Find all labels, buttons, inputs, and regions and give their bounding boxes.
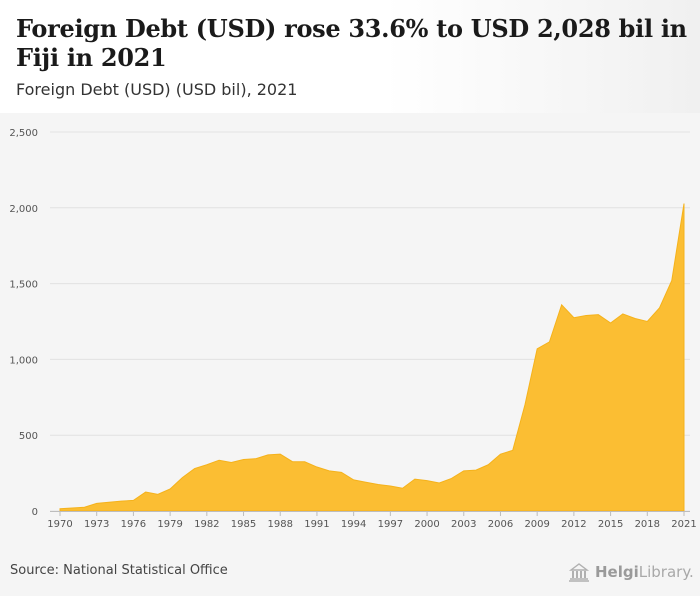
y-tick-label: 1,500 [9,280,38,291]
x-tick-label: 2012 [561,519,586,530]
brand-name: HelgiLibrary. [595,563,694,581]
x-tick-label: 1994 [341,519,366,530]
source-note: Source: National Statistical Office [10,563,228,578]
chart-header: Foreign Debt (USD) rose 33.6% to USD 2,0… [0,0,700,113]
library-building-icon [568,563,590,582]
x-tick-label: 1976 [121,519,146,530]
y-tick-label: 500 [19,431,38,442]
data-area [59,203,685,512]
x-tick-label: 2003 [451,519,476,530]
x-tick-label: 1982 [194,519,219,530]
page-title: Foreign Debt (USD) rose 33.6% to USD 2,0… [16,14,687,72]
x-tick-label: 1970 [47,519,72,530]
x-tick-label: 1991 [304,519,329,530]
x-tick-label: 1988 [268,519,293,530]
x-tick-label: 1985 [231,519,256,530]
y-tick-label: 2,000 [9,204,38,215]
x-tick-label: 2018 [635,519,660,530]
x-tick-label: 2009 [524,519,549,530]
x-tick-label: 1973 [84,519,109,530]
x-tick-label: 2006 [488,519,513,530]
chart-subtitle: Foreign Debt (USD) (USD bil), 2021 [16,80,298,99]
y-tick-label: 0 [32,507,38,518]
area-chart: 0 500 1,000 1,500 2,000 2,500 1970 1973 1976 1979… [9,128,696,530]
y-tick-label: 1,000 [9,355,38,366]
y-tick-label: 2,500 [9,128,38,139]
x-tick-label: 2021 [671,519,696,530]
x-tick-label: 1997 [378,519,403,530]
x-tick-label: 1979 [157,519,182,530]
x-tick-label: 2000 [414,519,439,530]
helgilibrary-logo[interactable]: HelgiLibrary. [568,561,694,583]
x-tick-label: 2015 [598,519,623,530]
